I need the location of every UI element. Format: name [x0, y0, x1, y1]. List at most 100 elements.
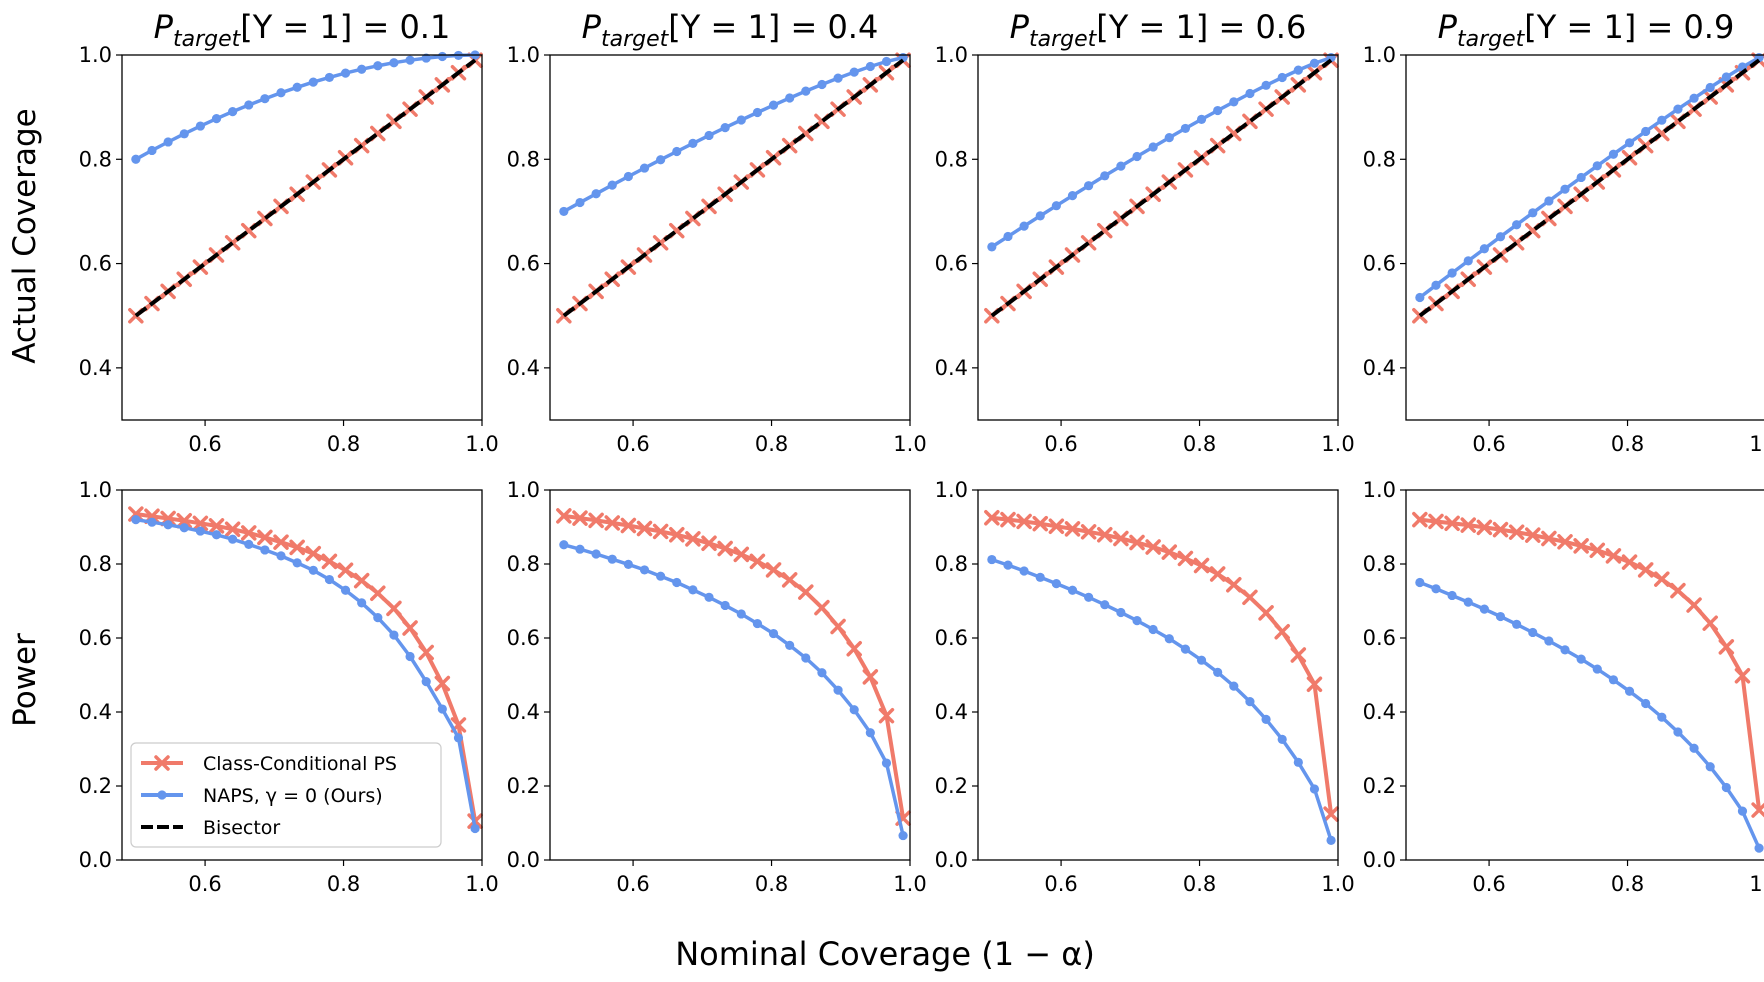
naps-marker [559, 540, 569, 550]
naps-marker [817, 668, 827, 678]
cc-ps-marker [669, 527, 685, 543]
plot-frame [121, 489, 483, 861]
naps-marker [1132, 151, 1142, 162]
naps-marker [1576, 172, 1586, 183]
cc-ps-marker [1751, 802, 1764, 818]
cc-ps-marker [1290, 647, 1307, 663]
y-tick-label: 0.6 [935, 626, 968, 650]
cc-ps-marker [717, 540, 733, 557]
naps-marker [623, 171, 633, 182]
cc-ps-marker [1258, 605, 1274, 621]
naps-marker [1035, 211, 1045, 221]
naps-marker [131, 154, 141, 164]
naps-marker [865, 728, 875, 738]
y-tick-label: 0.4 [935, 356, 968, 380]
legend-item: Class-Conditional PS [141, 753, 397, 775]
cc-ps-marker [733, 546, 750, 563]
panel-titles: Ptarget[Y = 1] = 0.1 Ptarget[Y = 1] = 0.4… [154, 8, 1735, 52]
naps-marker [656, 155, 666, 165]
naps-marker [1196, 114, 1207, 124]
y-tick-label: 0.4 [507, 700, 540, 724]
cc-ps-marker [1145, 539, 1161, 555]
naps-line [134, 53, 476, 161]
x-tick-label: 0.6 [1044, 872, 1077, 896]
legend-label: Class-Conditional PS [203, 753, 397, 775]
naps-marker [1608, 675, 1619, 685]
naps-marker [1737, 806, 1748, 816]
naps-marker [1495, 611, 1506, 622]
naps-marker [357, 64, 367, 74]
cc-ps-marker [636, 520, 653, 537]
naps-marker [575, 544, 585, 554]
naps-marker [1495, 232, 1506, 242]
naps-marker [1673, 104, 1683, 114]
naps-marker [849, 67, 859, 77]
naps-marker [704, 592, 714, 602]
cc-ps-marker [652, 523, 669, 540]
panel-title: Ptarget[Y = 1] = 0.9 [1438, 8, 1735, 52]
cc-ps-marker [1016, 513, 1032, 530]
naps-marker [1180, 644, 1191, 654]
cc-ps-marker [1702, 615, 1718, 631]
cc-ps-marker [620, 517, 637, 534]
naps-marker [1431, 280, 1441, 290]
cc-ps-line [135, 512, 478, 822]
naps-line [991, 557, 1333, 841]
naps-marker [1067, 191, 1078, 201]
cc-ps-marker [337, 562, 354, 579]
naps-marker [785, 640, 795, 651]
x-tick-label: 1.0 [1749, 872, 1764, 896]
cc-ps-marker [418, 644, 434, 661]
cc-ps-marker [588, 512, 604, 529]
cc-ps-marker [604, 515, 620, 531]
naps-marker [1576, 654, 1586, 664]
naps-marker [340, 585, 351, 595]
naps-marker [1116, 607, 1126, 618]
naps-marker [1100, 600, 1110, 610]
cc-ps-marker [1032, 515, 1048, 532]
naps-marker [1245, 88, 1255, 99]
cc-ps-marker [1226, 576, 1242, 593]
naps-marker [453, 733, 464, 743]
y-tick-label: 1.0 [507, 478, 540, 502]
cc-ps-marker [321, 553, 338, 570]
x-tick-label: 1.0 [1321, 872, 1354, 896]
cc-ps-marker [1508, 524, 1525, 540]
y-tick-label: 0.8 [79, 147, 112, 171]
naps-marker [785, 93, 795, 103]
naps-marker [817, 79, 827, 90]
y-tick-label: 0.6 [79, 626, 112, 650]
naps-marker [292, 558, 302, 568]
plot-frame [977, 54, 1339, 421]
naps-marker [1229, 681, 1239, 691]
naps-marker [373, 613, 383, 623]
naps-marker [704, 130, 714, 141]
naps-marker [607, 554, 617, 564]
naps-marker [1624, 686, 1635, 696]
naps-marker [639, 163, 650, 173]
naps-marker [340, 68, 351, 78]
naps-marker [1479, 244, 1489, 254]
bisector-line [562, 58, 905, 318]
row-label-power: Power [7, 633, 43, 727]
cc-ps-marker [1412, 511, 1428, 528]
naps-line [135, 517, 477, 829]
naps-marker [179, 129, 189, 139]
y-tick-label: 0.8 [1363, 147, 1396, 171]
y-tick-label: 0.8 [79, 552, 112, 576]
naps-marker [987, 554, 997, 565]
naps-marker [324, 574, 335, 585]
cc-ps-marker [862, 669, 879, 685]
x-tick-label: 1.0 [893, 432, 926, 456]
y-tick-label: 0.6 [79, 252, 112, 276]
cc-ps-marker [685, 531, 701, 547]
naps-marker [1084, 592, 1094, 602]
naps-marker [437, 704, 447, 714]
naps-marker [437, 51, 447, 62]
naps-marker [1084, 181, 1094, 191]
y-tick-label: 0.8 [935, 147, 968, 171]
panel-coverage-2: 0.6 0.8 1.0 0.4 0.6 0.8 1.0 [935, 43, 1355, 456]
y-tick-label: 0.8 [935, 552, 968, 576]
cc-ps-marker [1541, 530, 1557, 547]
